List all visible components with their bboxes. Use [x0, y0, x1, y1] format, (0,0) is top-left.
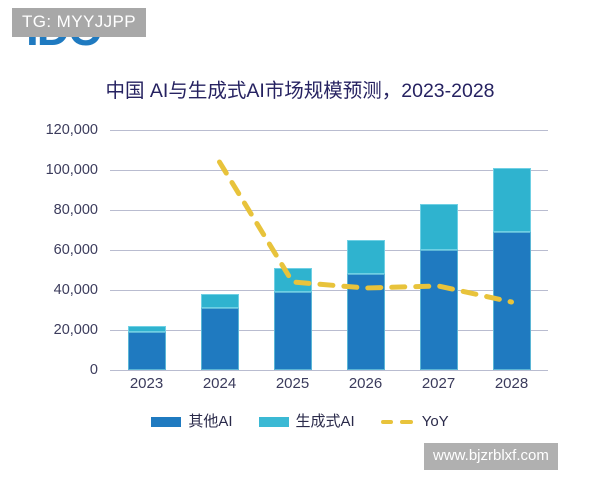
legend-label: 生成式AI	[295, 413, 355, 430]
legend-swatch-icon	[258, 416, 289, 427]
gridline	[110, 130, 548, 131]
chart-legend: 其他AI 生成式AI YoY	[0, 413, 600, 430]
bar-segment-other-ai[interactable]	[346, 274, 385, 370]
bar-column[interactable]	[346, 130, 385, 370]
gridline	[110, 370, 548, 371]
x-axis-tick-label: 2026	[348, 375, 383, 392]
y-axis-tick-label: 0	[89, 362, 98, 378]
bar-segment-other-ai[interactable]	[127, 332, 166, 370]
y-axis-tick-label: 20,000	[53, 322, 98, 338]
bar-column[interactable]	[419, 130, 458, 370]
x-axis-tick-label: 2025	[275, 375, 310, 392]
bar-segment-gen-ai[interactable]	[127, 326, 166, 332]
x-axis-tick-label: 2027	[421, 375, 456, 392]
chart-title: 中国 AI与生成式AI市场规模预测，2023-2028	[105, 80, 495, 102]
legend-label: YoY	[421, 413, 449, 430]
gridline	[110, 330, 548, 331]
legend-item[interactable]: 其他AI	[151, 413, 233, 430]
bar-segment-other-ai[interactable]	[419, 250, 458, 370]
bar-segment-gen-ai[interactable]	[492, 168, 531, 232]
bar-column[interactable]	[492, 130, 531, 370]
bar-column[interactable]	[273, 130, 312, 370]
bar-segment-other-ai[interactable]	[492, 232, 531, 370]
y-axis-tick-label: 100,000	[45, 162, 98, 178]
bar-segment-gen-ai[interactable]	[200, 294, 239, 308]
bar-segment-gen-ai[interactable]	[419, 204, 458, 250]
y-axis-tick-label: 80,000	[53, 202, 98, 218]
bar-segment-gen-ai[interactable]	[273, 268, 312, 292]
telegram-tag-overlay: TG: MYYJJPP	[12, 8, 146, 37]
bar-segment-other-ai[interactable]	[273, 292, 312, 370]
x-axis-tick-label: 2028	[494, 375, 529, 392]
bar-segment-other-ai[interactable]	[200, 308, 239, 370]
site-watermark: www.bjzrblxf.com	[424, 443, 558, 470]
legend-item[interactable]: YoY	[380, 413, 449, 430]
plot-area	[110, 130, 548, 371]
x-axis-tick-label: 2024	[202, 375, 237, 392]
y-axis-tick-label: 60,000	[53, 242, 98, 258]
gridline	[110, 170, 548, 171]
legend-item[interactable]: 生成式AI	[258, 413, 355, 430]
x-axis-tick-labels: 2023 2024 2025 2026 2027 2028	[110, 375, 548, 397]
bar-column[interactable]	[127, 130, 166, 370]
bar-segment-gen-ai[interactable]	[346, 240, 385, 274]
gridline	[110, 210, 548, 211]
y-axis-tick-labels: 0 20,000 40,000 60,000 80,000 100,000 120,000	[0, 123, 104, 378]
x-axis-tick-label: 2023	[129, 375, 164, 392]
gridline	[110, 290, 548, 291]
gridline	[110, 250, 548, 251]
legend-label: 其他AI	[188, 413, 233, 430]
legend-swatch-icon	[151, 416, 182, 427]
y-axis-tick-label: 120,000	[45, 122, 98, 138]
bar-column[interactable]	[200, 130, 239, 370]
y-axis-tick-label: 40,000	[53, 282, 98, 298]
legend-dashed-line-icon	[380, 417, 415, 427]
